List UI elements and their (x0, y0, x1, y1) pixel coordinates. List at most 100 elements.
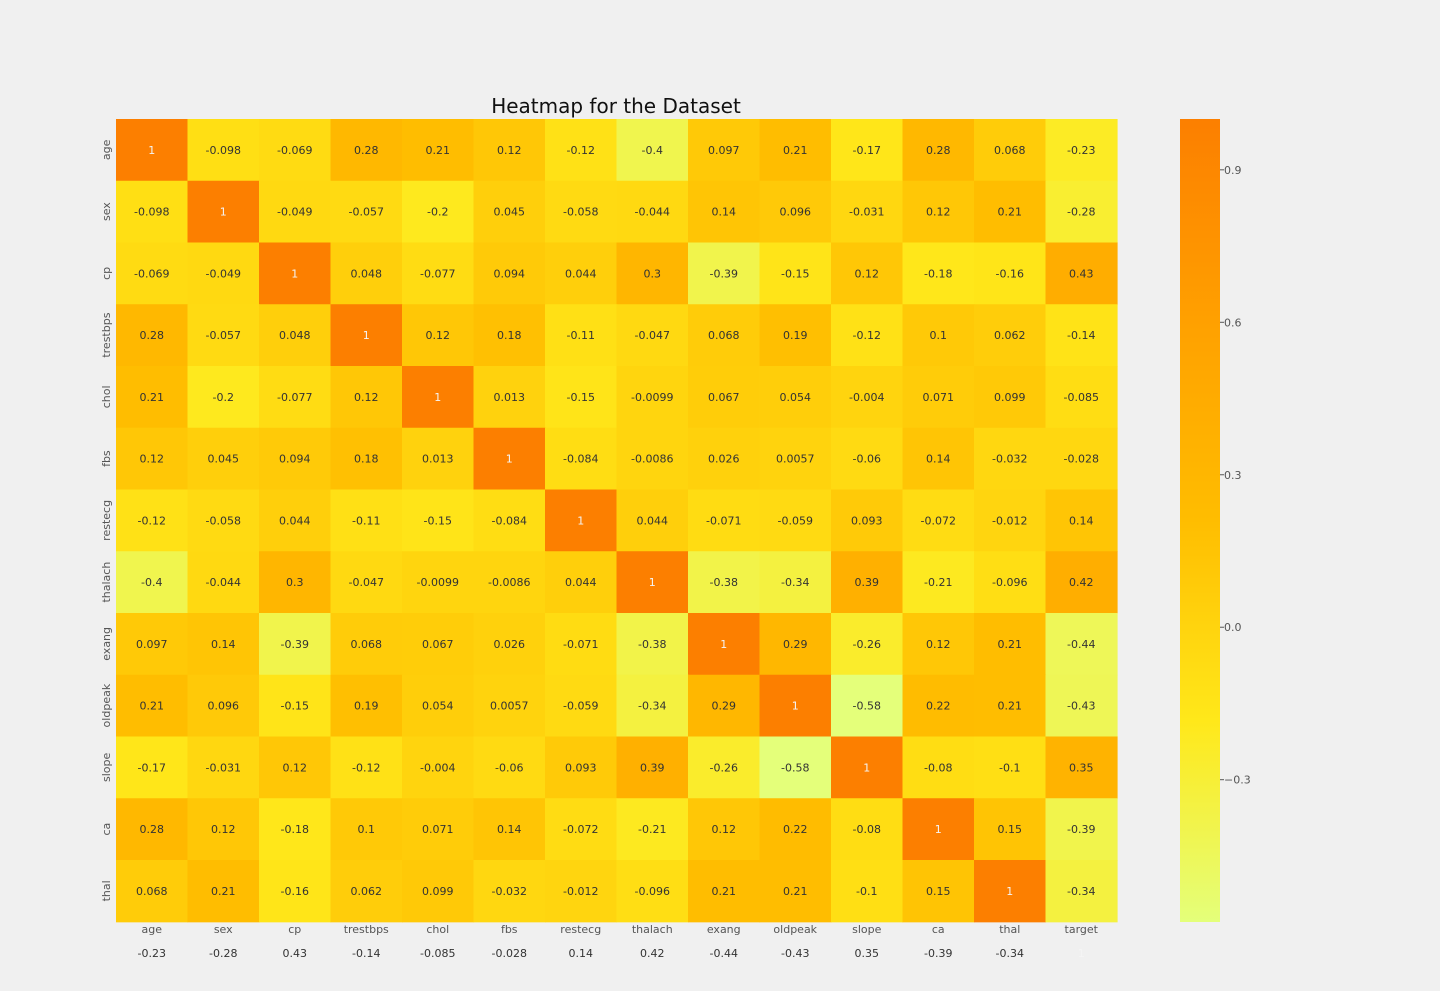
cell-thalach-restecg (545, 551, 618, 614)
cell-cp-slope (831, 242, 904, 305)
cell-label-sex-thal: 0.21 (998, 206, 1023, 219)
cell-label-cp-oldpeak: -0.15 (781, 267, 809, 280)
cell-trestbps-age (116, 304, 189, 367)
chart-title: Heatmap for the Dataset (491, 94, 741, 118)
cell-label-age-ca: 0.28 (926, 144, 951, 157)
x-tick-age: age (142, 923, 163, 936)
cell-label-age-thal: 0.068 (994, 144, 1026, 157)
cell-label-thalach-chol: -0.0099 (417, 576, 459, 589)
cell-label-fbs-fbs: 1 (506, 453, 513, 466)
cell-trestbps-sex (187, 304, 260, 367)
cell-label-restecg-ca: -0.072 (921, 514, 956, 527)
cell-label-chol-chol: 1 (434, 391, 441, 404)
cell-label-trestbps-cp: 0.048 (279, 329, 311, 342)
cell-chol-age (116, 366, 189, 429)
target-value-cp: 0.43 (283, 947, 308, 960)
cell-label-thalach-trestbps: -0.047 (349, 576, 384, 589)
target-value-exang: -0.44 (710, 947, 738, 960)
cell-cp-restecg (545, 242, 618, 305)
cell-fbs-fbs (473, 427, 546, 491)
cell-label-restecg-thalach: 0.044 (637, 514, 669, 527)
cell-label-chol-oldpeak: 0.054 (780, 391, 812, 404)
cell-label-thalach-thal: -0.096 (992, 576, 1027, 589)
cell-cp-thalach (616, 242, 689, 305)
cell-slope-thalach (616, 736, 689, 799)
cell-label-sex-fbs: 0.045 (494, 206, 526, 219)
cell-restecg-trestbps (330, 489, 403, 552)
cell-label-sex-chol: -0.2 (427, 206, 448, 219)
cell-label-ca-ca: 1 (935, 823, 942, 836)
cell-restecg-sex (187, 489, 260, 552)
cell-label-slope-cp: 0.12 (283, 761, 308, 774)
cell-age-cp (259, 119, 332, 182)
cell-label-sex-ca: 0.12 (926, 206, 951, 219)
cell-exang-thal (974, 613, 1047, 676)
cell-label-cp-trestbps: 0.048 (351, 267, 383, 280)
cell-chol-restecg (545, 366, 618, 429)
cell-age-thal (974, 119, 1047, 182)
cell-exang-ca (902, 613, 975, 676)
cell-restecg-fbs (473, 489, 546, 552)
cell-label-fbs-slope: -0.06 (853, 453, 881, 466)
colorbar: 0.9 0.6 0.3 0.0 −0.3 (1180, 119, 1251, 922)
cell-label-age-sex: -0.098 (206, 144, 241, 157)
cell-label-thal-cp: -0.16 (281, 885, 309, 898)
cell-thalach-trestbps (330, 551, 403, 614)
cell-label-chol-age: 0.21 (140, 391, 165, 404)
cell-label-fbs-ca: 0.14 (926, 453, 951, 466)
cell-label-thalach-thalach: 1 (649, 576, 656, 589)
cell-thal-exang (688, 860, 761, 923)
cell-label-oldpeak-fbs: 0.0057 (490, 700, 529, 713)
cell-ca-exang (688, 798, 761, 861)
cell-trestbps-fbs (473, 304, 546, 367)
cell-label-restecg-trestbps: -0.11 (352, 514, 380, 527)
cell-chol-oldpeak (759, 366, 832, 429)
cell-label-chol-thal: 0.099 (994, 391, 1026, 404)
cell-ca-cp (259, 798, 332, 861)
cell-label-trestbps-trestbps: 1 (363, 329, 370, 342)
cell-trestbps-ca (902, 304, 975, 367)
cell-label-restecg-exang: -0.071 (706, 514, 741, 527)
cell-label-thal-trestbps: 0.062 (351, 885, 383, 898)
cell-label-fbs-restecg: -0.084 (563, 453, 598, 466)
cell-sex-ca (902, 180, 975, 244)
cell-cp-ca (902, 242, 975, 305)
cell-thalach-thalach (616, 551, 689, 614)
cell-sex-target (1045, 180, 1118, 244)
cell-oldpeak-fbs (473, 674, 546, 738)
cell-label-chol-cp: -0.077 (277, 391, 312, 404)
cell-restecg-target (1045, 489, 1118, 552)
cell-exang-thalach (616, 613, 689, 676)
cell-fbs-target (1045, 427, 1118, 491)
cell-sex-trestbps (330, 180, 403, 244)
cell-label-exang-cp: -0.39 (281, 638, 309, 651)
cell-label-cp-fbs: 0.094 (494, 267, 526, 280)
x-tick-thal: thal (999, 923, 1020, 936)
colorbar-tick-label: −0.3 (1224, 774, 1251, 787)
cell-label-ca-cp: -0.18 (281, 823, 309, 836)
cell-chol-slope (831, 366, 904, 429)
y-tick-slope: slope (100, 753, 113, 782)
cell-label-cp-target: 0.43 (1069, 267, 1094, 280)
cell-oldpeak-target (1045, 674, 1118, 738)
cell-label-oldpeak-oldpeak: 1 (792, 700, 799, 713)
cell-label-chol-target: -0.085 (1064, 391, 1099, 404)
cell-age-trestbps (330, 119, 403, 182)
cell-label-exang-chol: 0.067 (422, 638, 454, 651)
cell-age-chol (402, 119, 475, 182)
cell-cp-trestbps (330, 242, 403, 305)
cell-slope-target (1045, 736, 1118, 799)
cell-fbs-trestbps (330, 427, 403, 491)
cell-label-slope-exang: -0.26 (710, 761, 738, 774)
cell-age-ca (902, 119, 975, 182)
cell-oldpeak-cp (259, 674, 332, 738)
cell-restecg-exang (688, 489, 761, 552)
cell-label-age-age: 1 (148, 144, 155, 157)
cell-chol-cp (259, 366, 332, 429)
target-value-trestbps: -0.14 (352, 947, 380, 960)
cell-thal-target (1045, 860, 1118, 923)
target-value-fbs: -0.028 (492, 947, 527, 960)
cell-label-restecg-target: 0.14 (1069, 514, 1094, 527)
cell-age-thalach (616, 119, 689, 182)
cell-label-thalach-ca: -0.21 (924, 576, 952, 589)
